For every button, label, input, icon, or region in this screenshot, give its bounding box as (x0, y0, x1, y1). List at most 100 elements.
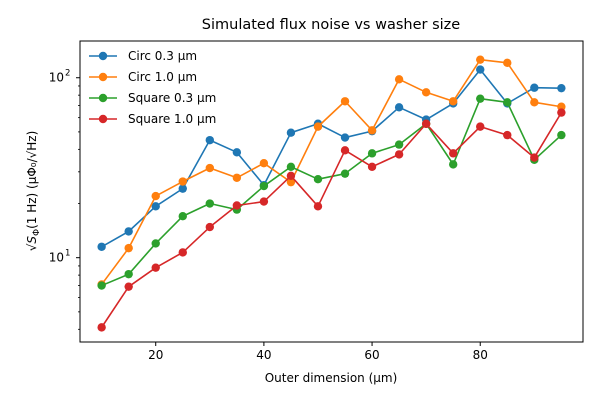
data-point (557, 130, 566, 140)
data-point (151, 191, 160, 201)
y-axis-label-symbol: S (25, 236, 39, 244)
data-point (286, 128, 296, 137)
data-point (448, 149, 458, 158)
data-point (340, 97, 350, 106)
series-1 (97, 55, 566, 289)
data-point (286, 171, 296, 181)
data-point (286, 177, 296, 187)
data-point (394, 140, 404, 149)
series-line (101, 68, 562, 248)
data-point (151, 263, 160, 272)
x-tick-label: 40 (256, 348, 271, 362)
data-point (124, 269, 133, 279)
legend-label: Circ 1.0 μm (128, 70, 197, 84)
legend-item: Square 0.3 μm (89, 91, 216, 105)
data-point (367, 162, 377, 171)
y-axis-label-arg: (1 Hz) (μΦ₀/√Hz) (25, 131, 39, 229)
data-point (124, 282, 133, 291)
data-point (205, 163, 215, 173)
data-point (259, 197, 269, 206)
y-tick-label: 10 (49, 251, 64, 265)
legend-marker (98, 51, 108, 61)
chart-title: Simulated flux noise vs washer size (202, 17, 460, 33)
data-point (205, 135, 215, 145)
data-point (151, 239, 160, 248)
series-line (100, 58, 562, 285)
data-point (448, 97, 458, 106)
x-tick-label: 80 (473, 348, 488, 362)
data-point (97, 323, 106, 332)
plot-area (97, 55, 566, 332)
svg-text:√SΦ(1 Hz) (μΦ₀/√Hz): √SΦ(1 Hz) (μΦ₀/√Hz) (25, 131, 42, 252)
legend-label: Square 0.3 μm (128, 91, 216, 105)
x-axis-label: Outer dimension (μm) (265, 371, 398, 385)
data-point (394, 75, 404, 84)
legend: Circ 0.3 μm Circ 1.0 μm Square 0.3 μm Squar… (89, 49, 216, 126)
data-point (530, 153, 539, 162)
legend-label: Square 1.0 μm (128, 112, 216, 126)
data-point (367, 126, 377, 135)
x-tick-label: 60 (364, 348, 379, 362)
data-point (448, 160, 458, 169)
data-point (503, 130, 512, 140)
y-axis-label: √SΦ(1 Hz) (μΦ₀/√Hz) (25, 131, 42, 252)
y-axis-label-sqrt: √ (25, 243, 39, 251)
plot-frame (79, 40, 584, 343)
data-point (97, 281, 106, 290)
data-point (232, 201, 242, 210)
data-point (340, 133, 350, 142)
legend-marker (98, 93, 108, 103)
y-axis-label-sub: Φ (32, 229, 42, 236)
data-point (313, 202, 323, 211)
data-point (476, 55, 485, 64)
data-point (178, 248, 187, 257)
data-point (340, 169, 350, 178)
legend-marker (98, 72, 108, 82)
data-point (286, 162, 296, 171)
data-point (557, 83, 566, 93)
series-3 (97, 108, 566, 332)
y-tick-exponent: 1 (65, 249, 70, 259)
series-0 (97, 65, 566, 251)
data-point (178, 177, 187, 186)
series-line (100, 112, 563, 328)
data-point (367, 149, 377, 158)
data-point (178, 184, 187, 193)
x-axis: 20 40 60 80 (148, 342, 488, 362)
data-point (394, 150, 404, 159)
data-point (530, 83, 539, 92)
data-point (124, 227, 133, 236)
y-tick-label: 10 (49, 71, 64, 85)
legend-item: Circ 0.3 μm (89, 49, 197, 63)
data-point (205, 199, 215, 208)
data-point (232, 148, 242, 157)
data-point (232, 173, 242, 182)
data-point (421, 119, 431, 128)
legend-label: Circ 0.3 μm (128, 49, 197, 63)
data-point (205, 222, 215, 232)
data-point (259, 181, 269, 191)
data-point (557, 102, 566, 111)
data-point (476, 94, 485, 103)
x-tick-label: 20 (148, 348, 163, 362)
data-point (178, 212, 187, 221)
data-point (259, 159, 269, 168)
data-point (476, 122, 485, 131)
data-point (151, 202, 160, 211)
data-point (124, 243, 133, 253)
data-point (394, 103, 404, 112)
data-point (557, 108, 566, 117)
data-point (421, 88, 431, 97)
data-point (340, 146, 350, 155)
data-point (97, 242, 106, 251)
legend-marker (98, 114, 108, 124)
data-point (313, 122, 323, 131)
data-point (503, 58, 512, 68)
data-point (476, 65, 485, 74)
y-tick-exponent: 2 (65, 69, 70, 79)
data-point (530, 98, 539, 107)
data-point (503, 98, 512, 107)
